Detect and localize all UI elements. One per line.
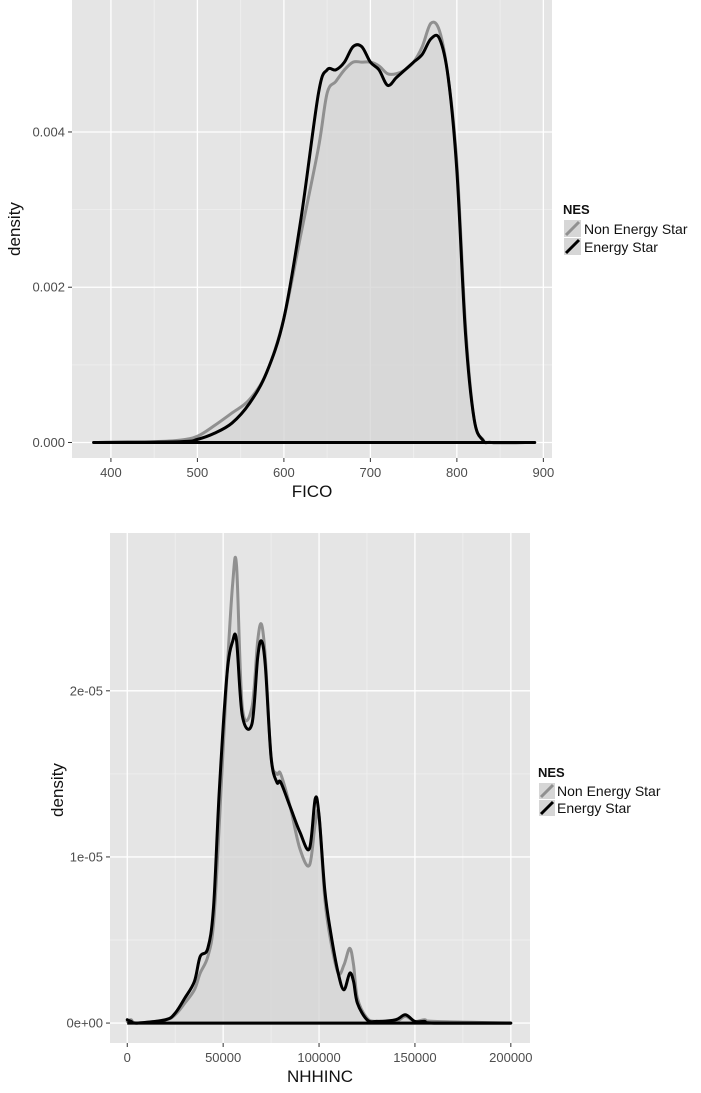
x-axis-ticks: 400 500 600 700 800 900 [100,458,554,480]
x-axis-ticks: 0 50000 100000 150000 200000 [124,1043,533,1065]
legend: NES Non Energy Star Energy Star [563,202,688,255]
y-axis-ticks: 0.000 0.002 0.004 [32,124,72,450]
x-tick-label: 50000 [205,1050,241,1065]
legend-key-line-non-energy-star [539,783,555,799]
legend-key-line-non-energy-star [564,220,581,237]
y-axis-title: density [48,763,67,817]
x-tick-label: 0 [124,1050,131,1065]
y-tick-label: 0.004 [32,124,65,139]
x-tick-label: 600 [273,465,295,480]
legend-key-line-energy-star [539,800,555,816]
legend-title: NES [563,202,590,217]
x-tick-label: 100000 [297,1050,340,1065]
x-tick-label: 800 [446,465,468,480]
legend-key-line-energy-star [564,238,581,255]
y-tick-label: 1e-05 [70,849,103,864]
density-line-energy-star [92,33,537,445]
legend-label-energy-star: Energy Star [557,800,631,816]
x-tick-label: 500 [187,465,209,480]
legend: NES Non Energy Star Energy Star [538,765,661,816]
y-axis-ticks: 0e+00 1e-05 2e-05 [66,683,110,1031]
density-areas [93,22,535,443]
y-axis-title: density [5,202,24,256]
x-axis-title: FICO [292,482,333,501]
x-tick-label: 150000 [393,1050,436,1065]
density-area-energy-star [93,35,535,443]
density-line-energy-star [125,632,513,1025]
y-tick-label: 0.002 [32,280,65,295]
nhhinc-density-chart: 0 50000 100000 150000 200000 0e+00 1e-05 2e-05… [48,533,661,1086]
x-tick-label: 700 [360,465,382,480]
legend-title: NES [538,765,565,780]
legend-label-non-energy-star: Non Energy Star [557,783,661,799]
y-tick-label: 0.000 [32,435,65,450]
x-axis-title: NHHINC [287,1067,353,1086]
y-tick-label: 0e+00 [66,1016,103,1031]
legend-label-non-energy-star: Non Energy Star [584,221,688,237]
density-lines [92,20,537,445]
x-tick-label: 900 [532,465,554,480]
x-tick-label: 200000 [489,1050,532,1065]
legend-label-energy-star: Energy Star [584,239,658,255]
density-lines [125,556,513,1025]
y-tick-label: 2e-05 [70,683,103,698]
x-tick-label: 400 [100,465,122,480]
